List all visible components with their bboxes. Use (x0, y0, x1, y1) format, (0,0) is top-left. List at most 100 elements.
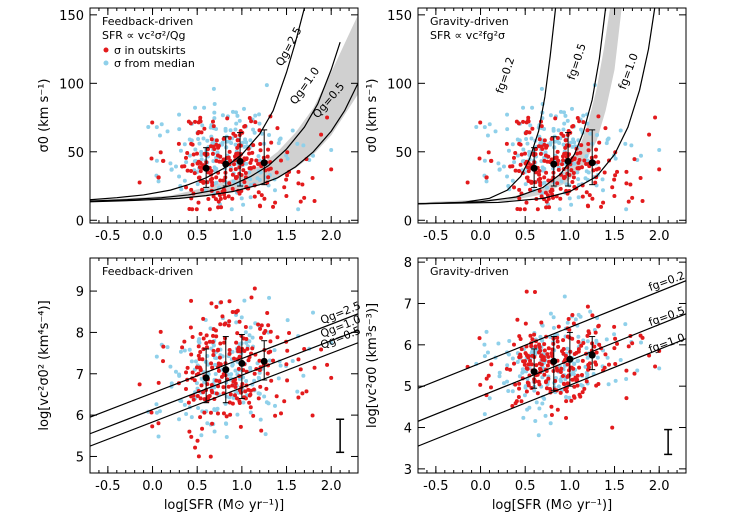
point-outskirts (489, 158, 494, 163)
point-median (521, 415, 526, 420)
point-outskirts (565, 334, 570, 339)
curve-label: Qg=2.5 (273, 25, 304, 69)
point-outskirts (575, 115, 580, 120)
point-outskirts (243, 123, 248, 128)
point-outskirts (200, 187, 205, 192)
point-median (248, 325, 253, 330)
point-outskirts (198, 366, 203, 371)
point-outskirts (653, 115, 658, 120)
point-median (168, 161, 173, 166)
point-outskirts (566, 317, 571, 322)
point-outskirts (555, 149, 560, 154)
point-outskirts (199, 130, 204, 135)
point-outskirts (526, 115, 531, 120)
point-outskirts (478, 120, 483, 125)
point-outskirts (532, 332, 537, 337)
point-median (248, 138, 253, 143)
point-median (244, 379, 249, 384)
y-tick-label: 0 (404, 214, 412, 229)
point-median (523, 182, 528, 187)
point-outskirts (216, 145, 221, 150)
legend-marker (103, 60, 109, 66)
point-outskirts (610, 425, 615, 430)
point-outskirts (523, 131, 528, 136)
point-median (497, 167, 502, 172)
point-outskirts (523, 351, 528, 356)
point-outskirts (597, 140, 602, 145)
x-tick-label: 2.0 (649, 229, 670, 244)
point-median (525, 407, 530, 412)
point-outskirts (243, 325, 248, 330)
point-outskirts (524, 389, 529, 394)
point-outskirts (513, 168, 518, 173)
y-tick-label: 5 (404, 380, 412, 395)
point-median (540, 401, 545, 406)
point-outskirts (564, 415, 569, 420)
point-outskirts (250, 150, 255, 155)
point-outskirts (273, 413, 278, 418)
point-median (241, 106, 246, 111)
point-outskirts (541, 355, 546, 360)
point-median (510, 142, 515, 147)
point-outskirts (575, 383, 580, 388)
point-outskirts (271, 204, 276, 209)
point-median (233, 142, 238, 147)
point-outskirts (150, 120, 155, 125)
point-outskirts (227, 135, 232, 140)
point-outskirts (640, 199, 645, 204)
point-outskirts (512, 185, 517, 190)
point-median (527, 149, 532, 154)
point-median (551, 315, 556, 320)
point-outskirts (258, 384, 263, 389)
point-median (530, 105, 535, 110)
point-median (529, 136, 534, 141)
point-outskirts (161, 344, 166, 349)
point-outskirts (180, 345, 185, 350)
point-median (567, 196, 572, 201)
point-outskirts (209, 361, 214, 366)
point-median (182, 348, 187, 353)
binned-point (530, 164, 538, 172)
point-outskirts (236, 366, 241, 371)
x-tick-label: 1.0 (560, 229, 581, 244)
point-median (196, 406, 201, 411)
point-outskirts (190, 207, 195, 212)
point-outskirts (530, 126, 535, 131)
point-outskirts (186, 400, 191, 405)
point-median (606, 382, 611, 387)
point-median (237, 118, 242, 123)
point-outskirts (526, 169, 531, 174)
binned-point (202, 374, 210, 382)
point-median (202, 380, 207, 385)
point-outskirts (513, 150, 518, 155)
point-outskirts (572, 384, 577, 389)
point-outskirts (560, 373, 565, 378)
point-median (223, 126, 228, 131)
point-outskirts (227, 181, 232, 186)
point-median (595, 355, 600, 360)
point-outskirts (539, 194, 544, 199)
point-median (235, 113, 240, 118)
point-outskirts (578, 394, 583, 399)
point-outskirts (137, 382, 142, 387)
point-outskirts (626, 344, 631, 349)
x-tick-label: 1.0 (232, 229, 253, 244)
panel-subtitle: SFR ∝ vc²fg²σ (430, 29, 505, 42)
point-median (242, 144, 247, 149)
point-median (177, 373, 182, 378)
point-outskirts (210, 339, 215, 344)
point-outskirts (216, 199, 221, 204)
point-outskirts (571, 321, 576, 326)
point-median (484, 329, 489, 334)
point-outskirts (213, 197, 218, 202)
point-outskirts (298, 199, 303, 204)
point-median (250, 335, 255, 340)
point-median (501, 164, 506, 169)
x-tick-label: 0.5 (515, 479, 536, 494)
point-outskirts (570, 377, 575, 382)
point-outskirts (232, 162, 237, 167)
point-outskirts (537, 172, 542, 177)
point-median (540, 323, 545, 328)
point-outskirts (465, 180, 470, 185)
point-outskirts (247, 393, 252, 398)
